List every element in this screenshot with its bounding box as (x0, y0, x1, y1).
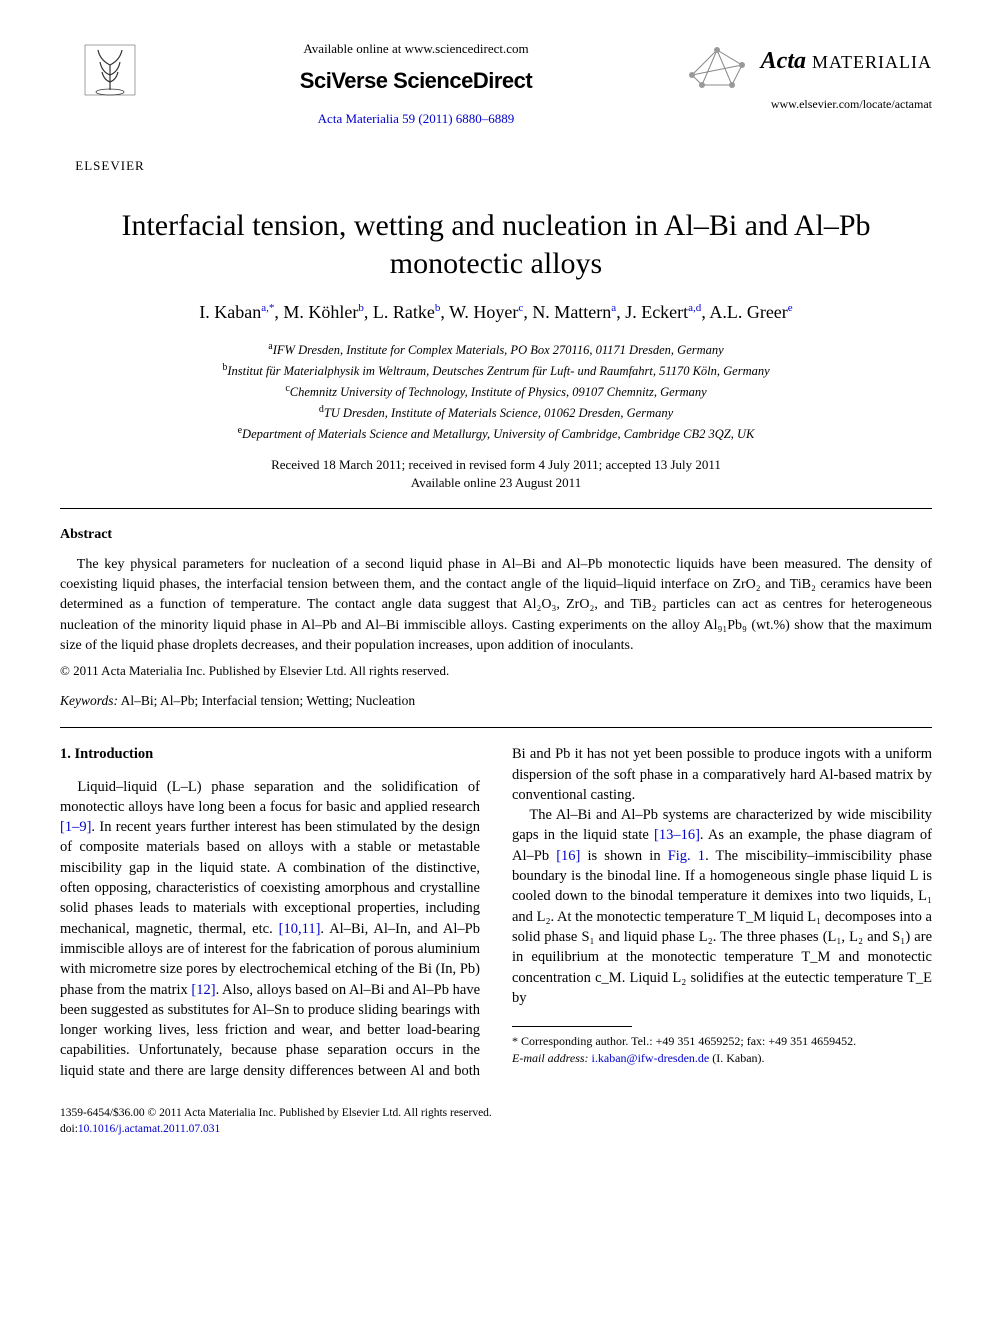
author: W. Hoyerc (449, 302, 523, 322)
dates-received: Received 18 March 2011; received in revi… (60, 456, 932, 474)
affiliation: eDepartment of Materials Science and Met… (60, 423, 932, 444)
author: N. Matterna (532, 302, 616, 322)
abstract-heading: Abstract (60, 525, 932, 545)
keywords-text: Al–Bi; Al–Pb; Interfacial tension; Wetti… (118, 693, 415, 708)
author: A.L. Greere (709, 302, 792, 322)
journal-graphic-icon (677, 40, 757, 90)
affiliation: aIFW Dresden, Institute for Complex Mate… (60, 339, 932, 360)
journal-logo-row: Acta MATERIALIA (672, 40, 932, 90)
keywords-label: Keywords: (60, 693, 118, 708)
footnote-separator (512, 1026, 632, 1027)
divider (60, 508, 932, 509)
affiliation: bInstitut für Materialphysik im Weltraum… (60, 360, 932, 381)
footnote-email-line: E-mail address: i.kaban@ifw-dresden.de (… (512, 1050, 932, 1067)
section-heading-intro: 1. Introduction (60, 744, 480, 764)
corresponding-author-footnote: * Corresponding author. Tel.: +49 351 46… (512, 1033, 932, 1067)
footer-copyright: 1359-6454/$36.00 © 2011 Acta Materialia … (60, 1105, 932, 1121)
affiliation: cChemnitz University of Technology, Inst… (60, 381, 932, 402)
footnote-corr: * Corresponding author. Tel.: +49 351 46… (512, 1033, 932, 1050)
author: I. Kabana,* (199, 302, 274, 322)
abstract-text: The key physical parameters for nucleati… (60, 555, 932, 656)
footnote-email-post: (I. Kaban). (709, 1051, 764, 1065)
body-paragraph: The Al–Bi and Al–Pb systems are characte… (512, 805, 932, 1008)
affiliation: dTU Dresden, Institute of Materials Scie… (60, 402, 932, 423)
ref-link[interactable]: [10,11] (279, 921, 321, 937)
article-header: ELSEVIER Available online at www.science… (60, 40, 932, 177)
fig-link[interactable]: Fig. 1 (668, 848, 705, 864)
article-body: 1. Introduction Liquid–liquid (L–L) phas… (60, 744, 932, 1081)
elsevier-tree-icon (80, 40, 140, 100)
divider (60, 727, 932, 728)
publisher-name: ELSEVIER (75, 157, 144, 175)
doi-link[interactable]: 10.1016/j.actamat.2011.07.031 (78, 1123, 220, 1135)
ref-link[interactable]: [12] (191, 982, 215, 998)
dates-online: Available online 23 August 2011 (60, 474, 932, 492)
journal-name-caps: MATERIALIA (812, 52, 932, 72)
header-center: Available online at www.sciencedirect.co… (160, 40, 672, 130)
platform-name: SciVerse ScienceDirect (180, 66, 652, 97)
author: L. Ratkeb (373, 302, 440, 322)
keywords: Keywords: Al–Bi; Al–Pb; Interfacial tens… (60, 692, 932, 711)
footer-doi: doi:10.1016/j.actamat.2011.07.031 (60, 1121, 932, 1137)
journal-name-italic: Acta (761, 48, 806, 74)
journal-block: Acta MATERIALIA www.elsevier.com/locate/… (672, 40, 932, 113)
footnote-email-link[interactable]: i.kaban@ifw-dresden.de (592, 1051, 710, 1065)
ref-link[interactable]: [13–16] (654, 827, 700, 843)
article-dates: Received 18 March 2011; received in revi… (60, 456, 932, 492)
journal-url: www.elsevier.com/locate/actamat (672, 96, 932, 113)
abstract-copyright: © 2011 Acta Materialia Inc. Published by… (60, 662, 932, 680)
available-online-text: Available online at www.sciencedirect.co… (180, 40, 652, 58)
journal-logo-text: Acta MATERIALIA (761, 48, 932, 74)
ref-link[interactable]: [16] (556, 848, 580, 864)
authors-line: I. Kabana,*, M. Köhlerb, L. Ratkeb, W. H… (60, 300, 932, 325)
ref-link[interactable]: [1–9] (60, 819, 91, 835)
author: M. Köhlerb (283, 302, 364, 322)
affiliations: aIFW Dresden, Institute for Complex Mate… (60, 339, 932, 444)
article-title: Interfacial tension, wetting and nucleat… (60, 207, 932, 282)
author: J. Eckerta,d (625, 302, 701, 322)
footer-meta: 1359-6454/$36.00 © 2011 Acta Materialia … (60, 1105, 932, 1137)
publisher-block: ELSEVIER (60, 40, 160, 177)
citation-link[interactable]: Acta Materialia 59 (2011) 6880–6889 (318, 111, 515, 126)
footnote-email-label: E-mail address: (512, 1051, 589, 1065)
